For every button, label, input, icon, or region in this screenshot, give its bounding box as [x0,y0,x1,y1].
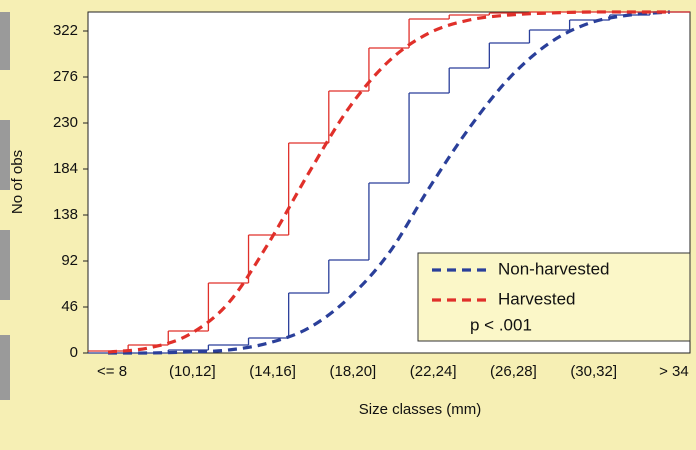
y-tick-label: 46 [61,298,78,315]
y-tick-label: 276 [53,68,78,85]
chart: Size classes (mm) No of obs 0 46 92 138 184 2… [0,0,696,450]
legend-label: Harvested [498,289,575,308]
x-tick-label: (30,32] [570,363,617,380]
x-tick-label: (10,12] [169,363,216,380]
x-tick-label: (18,20] [330,363,377,380]
y-tick-label: 0 [70,344,78,361]
side-tab [0,335,10,400]
x-tick-label: > 34 [659,363,689,380]
legend-label: Non-harvested [498,259,610,278]
x-axis-title: Size classes (mm) [359,401,482,418]
x-tick-label: (22,24] [410,363,457,380]
y-tick-label: 184 [53,160,78,177]
x-tick-label: (14,16] [249,363,296,380]
y-tick-label: 230 [53,114,78,131]
y-axis-title: No of obs [9,150,26,214]
annotation: p < .001 [470,315,532,334]
y-tick-label: 322 [53,22,78,39]
y-tick-label: 92 [61,252,78,269]
x-tick-label: <= 8 [97,363,127,380]
x-tick-label: (26,28] [490,363,537,380]
side-tab [0,12,10,70]
y-tick-label: 138 [53,206,78,223]
side-tab [0,230,10,300]
